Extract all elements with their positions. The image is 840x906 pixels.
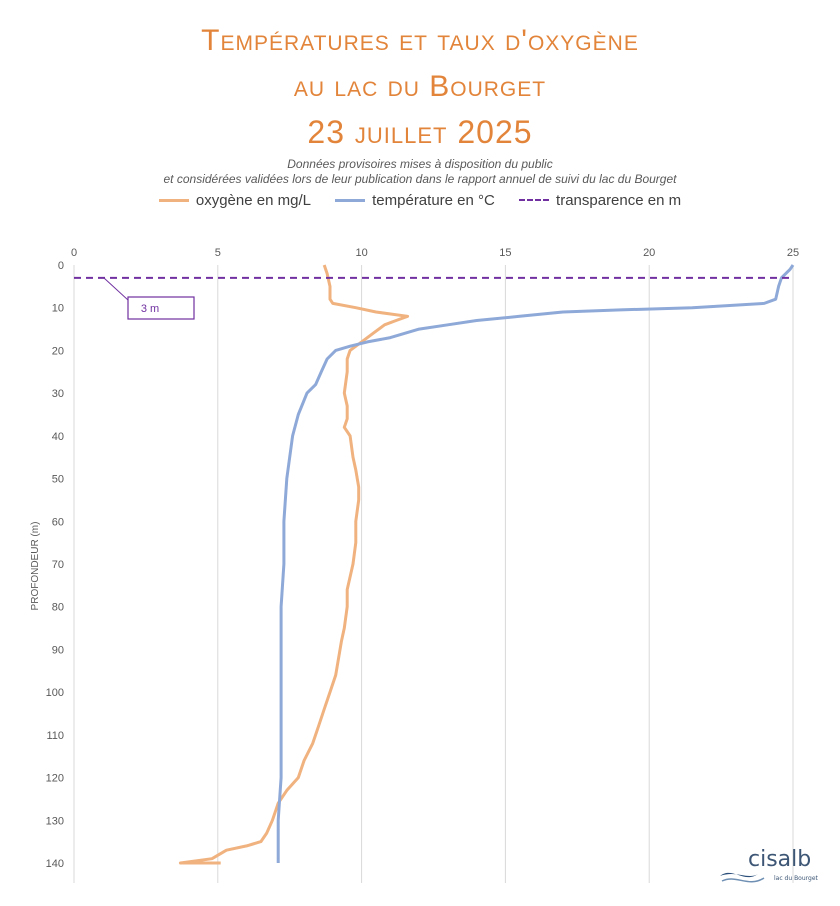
x-tick-label: 20	[643, 247, 655, 259]
logo-wordmark: cisalb	[748, 847, 811, 872]
chart-series: 3 m	[74, 264, 795, 865]
y-tick-label: 0	[58, 260, 64, 272]
y-tick-label: 110	[46, 730, 64, 742]
chart-title-line1: Températures et taux d'oxygène	[201, 24, 639, 57]
legend-label-oxygen: oxygène en mg/L	[195, 192, 311, 209]
y-tick-label: 130	[46, 815, 64, 827]
y-tick-label: 120	[46, 773, 64, 785]
y-axis-label: PROFONDEUR (m)	[30, 522, 41, 611]
legend-item-temperature: température en °C	[335, 192, 495, 209]
x-axis-ticks: 0 5 10 15 20 25	[71, 247, 799, 259]
chart-legend: oxygène en mg/L température en °C transp…	[0, 192, 840, 209]
transparency-callout-leader	[103, 277, 129, 301]
x-tick-label: 10	[355, 247, 367, 259]
y-axis-ticks: 0 10 20 30 40 50 60 70 80 90 100 110 120 130 140	[46, 260, 64, 870]
series-line-temperature	[276, 264, 795, 863]
legend-label-transparency: transparence en m	[556, 192, 682, 209]
y-tick-label: 10	[52, 303, 64, 315]
chart-subtitle-line2: et considérées validées lors de leur pub…	[163, 172, 677, 186]
transparency-callout-label: 3 m	[141, 303, 159, 315]
legend-swatch-transparency	[519, 199, 550, 202]
y-tick-label: 50	[52, 474, 64, 486]
y-tick-label: 100	[46, 687, 64, 699]
y-tick-label: 140	[46, 858, 64, 870]
legend-label-temperature: température en °C	[372, 192, 495, 209]
y-tick-label: 60	[52, 516, 64, 528]
transparency-callout-box	[127, 296, 195, 320]
series-line-oxygen	[178, 264, 410, 865]
x-tick-label: 25	[787, 247, 799, 259]
y-tick-label: 90	[52, 644, 64, 656]
y-tick-label: 40	[52, 431, 64, 443]
chart-grid	[73, 265, 794, 883]
y-tick-label: 80	[52, 602, 64, 614]
legend-item-oxygen: oxygène en mg/L	[158, 192, 311, 209]
chart-title-line2: au lac du Bourget	[293, 70, 547, 103]
legend-swatch-oxygen	[158, 198, 189, 202]
x-tick-label: 5	[215, 247, 221, 259]
y-tick-label: 30	[52, 388, 64, 400]
logo-tagline: lac du Bourget	[774, 875, 819, 882]
legend-swatch-temperature	[335, 198, 366, 202]
y-tick-label: 20	[52, 345, 64, 357]
legend-item-transparency: transparence en m	[519, 192, 681, 209]
x-tick-label: 15	[499, 247, 511, 259]
cisalb-logo: cisalb lac du Bourget	[720, 847, 819, 883]
chart-subtitle-line1: Données provisoires mises à disposition …	[287, 157, 553, 171]
chart-title-date: 23 juillet 2025	[307, 114, 533, 150]
x-tick-label: 0	[71, 247, 77, 259]
y-tick-label: 70	[52, 559, 64, 571]
